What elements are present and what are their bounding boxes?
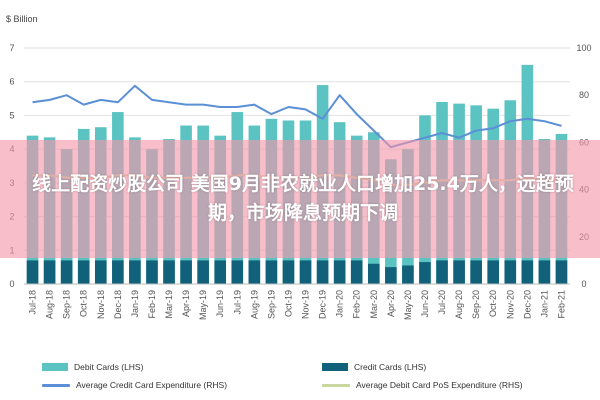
credit-bar <box>146 260 158 284</box>
credit-bar <box>265 260 278 284</box>
left-tick-label: 6 <box>9 77 14 87</box>
x-tick-label: Aug-20 <box>454 290 464 319</box>
right-tick-label: 0 <box>581 279 586 289</box>
right-tick-label: 100 <box>576 43 591 53</box>
credit-bar <box>112 260 124 284</box>
credit-bar <box>299 260 312 284</box>
x-tick-label: Dec-20 <box>522 290 532 319</box>
credit-bar <box>77 260 90 284</box>
credit-bar <box>436 260 448 284</box>
credit-bar <box>521 260 534 284</box>
legend-debit-swatch <box>42 363 68 371</box>
x-tick-label: Oct-18 <box>79 290 89 317</box>
left-tick-label: 7 <box>9 43 14 53</box>
credit-bar <box>470 260 482 284</box>
x-tick-label: Dec-18 <box>113 290 123 319</box>
credit-bar <box>180 260 192 284</box>
credit-bar <box>504 260 517 284</box>
credit-bar <box>163 260 175 284</box>
avg-credit-expenditure-line <box>32 84 562 149</box>
legend-debit: Debit Cards (LHS) <box>42 362 143 372</box>
x-tick-label: Jul-18 <box>28 290 38 315</box>
legend-credit-label: Credit Cards (LHS) <box>354 362 427 372</box>
headline-banner <box>0 140 600 258</box>
legend-credit: Credit Cards (LHS) <box>322 362 426 372</box>
legend-debit-label: Debit Cards (LHS) <box>74 362 144 372</box>
right-tick-label: 80 <box>579 90 589 100</box>
x-tick-label: May-19 <box>198 290 208 320</box>
left-tick-label: 5 <box>9 110 14 120</box>
credit-bar <box>487 260 500 284</box>
x-tick-label: Feb-21 <box>556 290 566 319</box>
credit-bar <box>60 260 73 284</box>
x-tick-label: Jan-20 <box>335 290 345 318</box>
credit-bar <box>129 260 141 284</box>
credit-bar <box>43 260 56 284</box>
x-tick-label: Jul-19 <box>232 290 242 315</box>
credit-bar <box>282 260 295 284</box>
legend-avg-credit-label: Average Credit Card Expenditure (RHS) <box>76 380 228 390</box>
credit-bar <box>555 260 568 284</box>
x-tick-label: Jan-21 <box>539 290 549 318</box>
credit-bar <box>214 260 227 284</box>
x-tick-label: Oct-19 <box>283 290 293 317</box>
credit-bar <box>231 260 244 284</box>
x-tick-label: Aug-18 <box>45 290 55 319</box>
credit-bar <box>26 260 39 284</box>
x-tick-label: Jun-19 <box>215 290 225 318</box>
x-tick-label: Sep-19 <box>266 290 276 319</box>
credit-bar <box>402 265 414 284</box>
x-tick-label: Mar-20 <box>369 290 379 319</box>
x-tick-label: Mar-19 <box>164 290 174 319</box>
x-tick-label: Nov-20 <box>505 290 515 319</box>
credit-bar <box>385 267 397 284</box>
left-tick-label: 0 <box>9 279 14 289</box>
legend-credit-swatch <box>322 363 348 371</box>
credit-bar <box>316 260 329 284</box>
left-axis-unit: $ Billion <box>6 14 38 24</box>
x-tick-label: Feb-19 <box>147 290 157 319</box>
credit-bar <box>538 260 551 284</box>
x-tick-label: May-20 <box>403 290 413 320</box>
x-tick-label: Jan-19 <box>130 290 140 318</box>
legend: Debit Cards (LHS) Credit Cards (LHS) Ave… <box>0 356 600 400</box>
legend-avg-debit-swatch <box>322 383 350 387</box>
x-tick-label: Aug-19 <box>249 290 259 319</box>
x-tick-label: Jun-20 <box>420 290 430 318</box>
x-tick-label: Apr-19 <box>181 290 191 317</box>
x-tick-label: Apr-20 <box>386 290 396 317</box>
legend-avg-debit: Average Debit Card PoS Expenditure (RHS) <box>322 380 523 390</box>
x-tick-label: Sep-18 <box>62 290 72 319</box>
credit-bar <box>94 260 107 284</box>
credit-card-bars <box>26 260 568 284</box>
x-tick-label: Oct-20 <box>488 290 498 317</box>
x-tick-label: Feb-20 <box>352 290 362 319</box>
x-tick-label: Dec-19 <box>318 290 328 319</box>
credit-bar <box>333 260 346 284</box>
legend-avg-credit-swatch <box>42 383 70 387</box>
legend-avg-debit-label: Average Debit Card PoS Expenditure (RHS) <box>356 380 523 390</box>
credit-bar <box>248 260 261 284</box>
credit-bar <box>350 260 363 284</box>
credit-bar <box>419 262 431 284</box>
x-tick-label: Jul-20 <box>437 290 447 315</box>
credit-bar <box>367 263 380 284</box>
legend-avg-credit: Average Credit Card Expenditure (RHS) <box>42 380 227 390</box>
x-tick-label: Nov-19 <box>301 290 311 319</box>
credit-bar <box>453 260 465 284</box>
headline-text: 线上配资炒股公司 美国9月非农就业人口增加25.4万人，远超预期，市场降息预期下… <box>32 173 574 224</box>
credit-bar <box>197 260 209 284</box>
x-axis-ticks: Jul-18 Aug-18 Sep-18 Oct-18 Nov-18 Dec-18 Jan-… <box>24 283 570 320</box>
x-tick-label: Sep-20 <box>471 290 481 319</box>
x-tick-label: Nov-18 <box>96 290 106 319</box>
